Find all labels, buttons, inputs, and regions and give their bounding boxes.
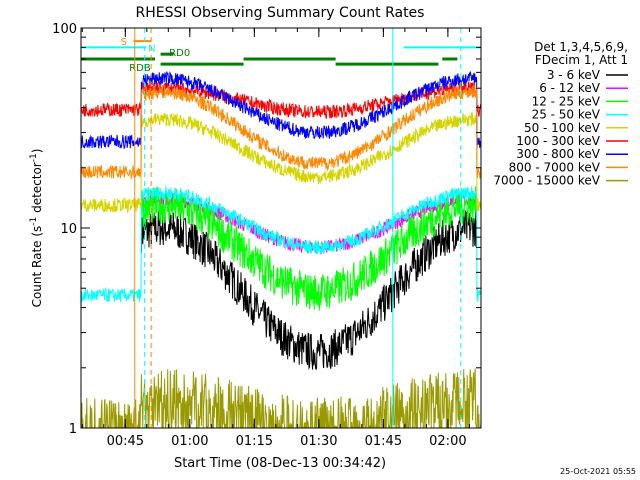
legend-header-line-1: Det 1,3,4,5,6,9, [534, 40, 628, 54]
timestamp: 25-Oct-2021 05:55 [560, 467, 636, 476]
flag-layer: S N RDB RD0 [81, 28, 481, 428]
flag-label-rdb: RDB [129, 63, 151, 74]
y-tick-label: 10 [60, 222, 77, 237]
legend-label-0: 3 - 6 keV [547, 68, 601, 82]
series-layer [80, 71, 482, 430]
y-tick-label: 100 [52, 22, 77, 37]
y-tick-label: 1 [69, 422, 77, 437]
x-tick-label: 01:00 [171, 434, 208, 449]
legend-label-1: 6 - 12 keV [539, 81, 601, 95]
y-axis-label-main: Count Rate (s [30, 226, 44, 308]
y-axis-label-exponent: -1 [29, 217, 39, 226]
legend-label-7: 800 - 7000 keV [509, 160, 601, 174]
x-tick-label: 01:45 [365, 434, 402, 449]
y-axis-label-close: ) [30, 149, 44, 154]
legend-label-3: 25 - 50 keV [532, 108, 601, 122]
y-axis-label-exponent-2: -1 [29, 153, 39, 162]
series-line-7 [80, 84, 482, 180]
y-axis-label: Count Rate (s-1 detector-1) [29, 149, 44, 308]
x-tick-label: 01:30 [300, 434, 337, 449]
x-axis-label: Start Time (08-Dec-13 00:34:42) [174, 456, 386, 471]
series-line-0 [140, 210, 478, 371]
legend-label-2: 12 - 25 keV [532, 94, 601, 108]
series-line-4 [80, 112, 482, 214]
x-tick-label: 01:15 [236, 434, 273, 449]
legend-header-line-2: FDecim 1, Att 1 [535, 53, 628, 67]
flag-label-s: S [121, 37, 127, 48]
legend-label-5: 100 - 300 keV [516, 134, 600, 148]
legend-label-4: 50 - 100 keV [524, 121, 601, 135]
flag-label-rd0: RD0 [169, 48, 190, 59]
series-line-6 [80, 71, 482, 149]
axis-layer: 1 10 100 00:45 01:00 01:15 01:30 01:45 02:00 [52, 22, 481, 449]
x-tick-label: 00:45 [107, 434, 144, 449]
legend: Det 1,3,4,5,6,9, FDecim 1, Att 1 3 - 6 k… [493, 40, 628, 188]
flag-label-n: N [148, 43, 155, 54]
series-line-3 [80, 185, 482, 303]
series-line-8 [80, 368, 482, 430]
chart-title: RHESSI Observing Summary Count Rates [136, 5, 425, 21]
legend-label-6: 300 - 800 keV [516, 147, 600, 161]
y-axis-label-unit: detector [30, 162, 44, 217]
x-tick-label: 02:00 [429, 434, 466, 449]
legend-label-8: 7000 - 15000 keV [493, 174, 600, 188]
series-line-2 [140, 186, 478, 311]
